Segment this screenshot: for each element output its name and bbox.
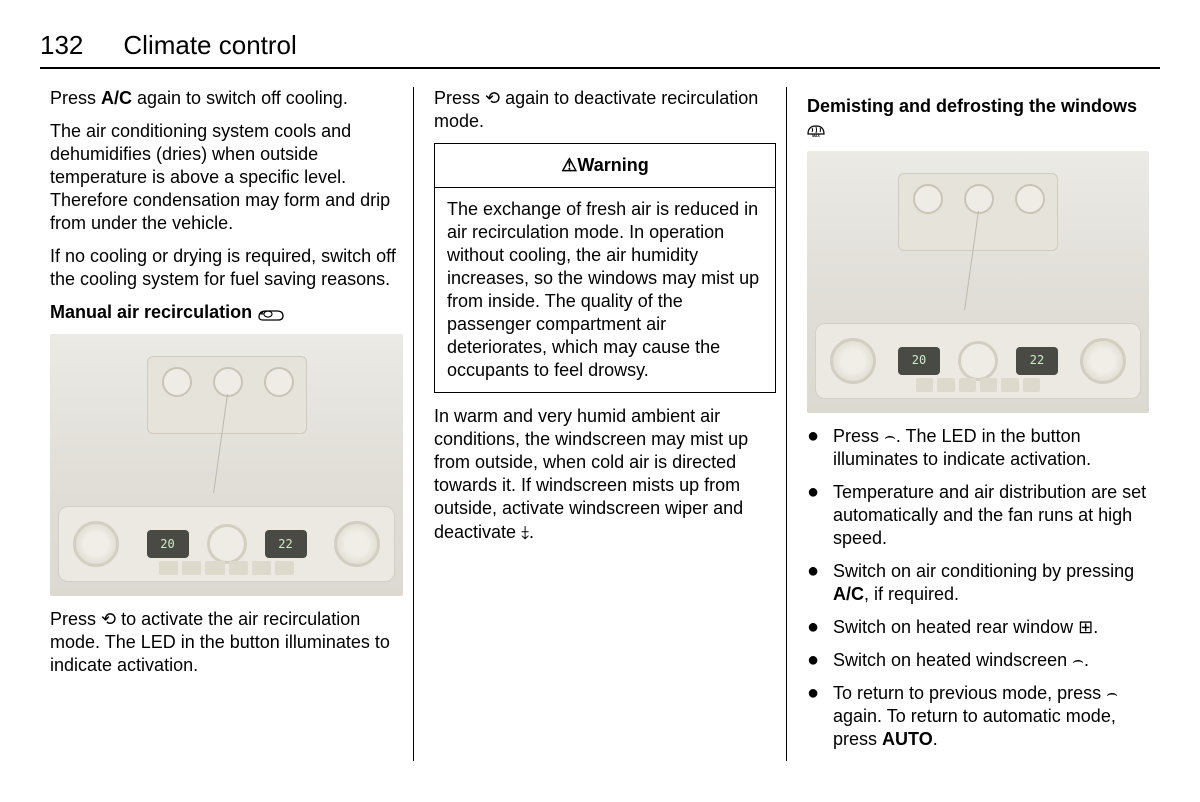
chapter-title: Climate control — [123, 30, 296, 61]
list-text: Switch on heated rear window ⊞. — [833, 616, 1149, 639]
bullet-icon: ● — [807, 649, 833, 672]
temp-knob-right-icon — [1080, 338, 1126, 384]
warning-title-text: Warning — [577, 155, 648, 175]
manual-page: 132 Climate control Press A/C again to s… — [0, 0, 1200, 781]
bullet-list: ●Press ⌢. The LED in the button illumina… — [807, 425, 1149, 751]
dashboard-image-demist: 20 22 — [807, 151, 1149, 413]
temp-display-left: 20 — [898, 347, 940, 375]
warning-body: The exchange of fresh air is reduced in … — [435, 188, 775, 392]
subheading-manual-recirc: Manual air recirculation — [50, 301, 403, 324]
temp-knob-left-icon — [830, 338, 876, 384]
list-item: ●Press ⌢. The LED in the button illumina… — [807, 425, 1149, 471]
column-3: Demisting and defrosting the windows MAX… — [786, 87, 1159, 761]
page-number: 132 — [40, 30, 83, 61]
bold-run: A/C — [833, 584, 864, 604]
text-run: To return to previous mode, press ⌢ agai… — [833, 683, 1118, 749]
list-text: Temperature and air distribution are set… — [833, 481, 1149, 550]
subhead-text: Demisting and defrosting the windows — [807, 96, 1137, 116]
paragraph: The air conditioning system cools and de… — [50, 120, 403, 235]
subhead-text: Manual air recirculation — [50, 302, 257, 322]
knob-icon — [162, 367, 192, 397]
page-header: 132 Climate control — [40, 30, 1160, 69]
text-run: , if required. — [864, 584, 959, 604]
temp-knob-left-icon — [73, 521, 119, 567]
list-item: ●Switch on heated windscreen ⌢. — [807, 649, 1149, 672]
button-row — [916, 378, 1040, 392]
list-text: To return to previous mode, press ⌢ agai… — [833, 682, 1149, 751]
dashboard-image-recirc: 20 22 — [50, 334, 403, 596]
list-text: Switch on heated windscreen ⌢. — [833, 649, 1149, 672]
list-text: Press ⌢. The LED in the button illuminat… — [833, 425, 1149, 471]
bullet-icon: ● — [807, 481, 833, 550]
temp-display-right: 22 — [1016, 347, 1058, 375]
list-text: Switch on air conditioning by pressing A… — [833, 560, 1149, 606]
bullet-icon: ● — [807, 616, 833, 639]
text-run: Switch on air conditioning by pressing — [833, 561, 1134, 581]
temp-display-left: 20 — [147, 530, 189, 558]
list-item: ●Switch on heated rear window ⊞. — [807, 616, 1149, 639]
panel-center: 20 22 — [876, 341, 1080, 381]
paragraph: In warm and very humid ambient air condi… — [434, 405, 776, 543]
svg-text:MAX: MAX — [812, 134, 820, 137]
warning-triangle-icon: ⚠ — [561, 155, 577, 175]
knob-icon — [264, 367, 294, 397]
text-run: . — [933, 729, 938, 749]
defrost-max-icon: MAX — [807, 123, 825, 137]
paragraph: If no cooling or drying is required, swi… — [50, 245, 403, 291]
temp-knob-right-icon — [334, 521, 380, 567]
climate-control-panel: 20 22 — [58, 506, 395, 582]
list-item: ●Switch on air conditioning by pressing … — [807, 560, 1149, 606]
temp-display-right: 22 — [265, 530, 307, 558]
content-columns: Press A/C again to switch off cooling. T… — [40, 87, 1160, 761]
list-item: ●To return to previous mode, press ⌢ aga… — [807, 682, 1149, 751]
knob-icon — [213, 367, 243, 397]
paragraph: Press ⟲ to activate the air recirculatio… — [50, 608, 403, 677]
column-1: Press A/C again to switch off cooling. T… — [40, 87, 413, 761]
warning-title: ⚠Warning — [435, 144, 775, 188]
fan-knob-icon — [958, 341, 998, 381]
bullet-icon: ● — [807, 682, 833, 751]
text-run: Press — [50, 88, 101, 108]
knob-icon — [913, 184, 943, 214]
knob-icon — [1015, 184, 1045, 214]
button-row — [159, 561, 294, 575]
text-run: again to switch off cooling. — [132, 88, 348, 108]
climate-control-panel: 20 22 — [815, 323, 1141, 399]
panel-center: 20 22 — [119, 524, 334, 564]
fan-knob-icon — [207, 524, 247, 564]
paragraph: Press A/C again to switch off cooling. — [50, 87, 403, 110]
recirculation-icon — [257, 307, 285, 321]
bullet-icon: ● — [807, 425, 833, 471]
bullet-icon: ● — [807, 560, 833, 606]
bold-run: A/C — [101, 88, 132, 108]
list-item: ●Temperature and air distribution are se… — [807, 481, 1149, 550]
column-2: Press ⟲ again to deactivate recirculatio… — [413, 87, 786, 761]
bold-run: AUTO — [882, 729, 933, 749]
subheading-demist: Demisting and defrosting the windows MAX — [807, 95, 1149, 141]
knob-icon — [964, 184, 994, 214]
paragraph: Press ⟲ again to deactivate recirculatio… — [434, 87, 776, 133]
warning-box: ⚠Warning The exchange of fresh air is re… — [434, 143, 776, 393]
